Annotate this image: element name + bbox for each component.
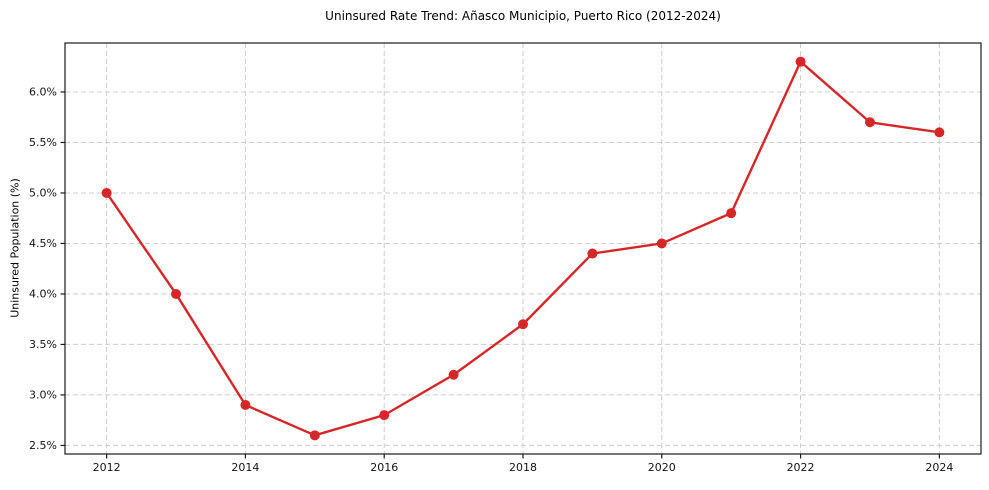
y-tick-label: 5.5% <box>29 136 57 149</box>
data-point-marker <box>448 369 459 380</box>
y-tick-label: 3.5% <box>29 338 57 351</box>
x-tick-label: 2022 <box>787 461 815 474</box>
data-point-marker <box>864 117 875 128</box>
y-tick-label: 2.5% <box>29 439 57 452</box>
y-tick-label: 4.5% <box>29 237 57 250</box>
y-tick-label: 5.0% <box>29 186 57 199</box>
data-point-marker <box>934 127 945 138</box>
x-tick-label: 2018 <box>509 461 537 474</box>
plot-border <box>64 42 982 455</box>
data-point-marker <box>171 288 182 299</box>
data-point-marker <box>795 56 806 67</box>
x-tick-label: 2014 <box>231 461 259 474</box>
x-tick-label: 2020 <box>648 461 676 474</box>
data-point-marker <box>518 319 528 330</box>
y-tick-label: 4.0% <box>29 287 57 300</box>
data-point-marker <box>726 208 737 219</box>
data-point-marker <box>656 238 667 249</box>
x-tick-label: 2024 <box>925 461 953 474</box>
x-tick-label: 2016 <box>370 461 398 474</box>
data-point-marker <box>587 248 598 259</box>
data-point-marker <box>379 410 390 421</box>
y-tick-label: 3.0% <box>29 388 57 401</box>
y-tick-label: 6.0% <box>29 85 57 98</box>
data-point-marker <box>240 400 251 411</box>
chart-title: Uninsured Rate Trend: Añasco Municipio, … <box>325 9 721 23</box>
data-point-marker <box>309 430 320 441</box>
x-tick-label: 2012 <box>93 461 121 474</box>
data-point-marker <box>101 187 112 198</box>
